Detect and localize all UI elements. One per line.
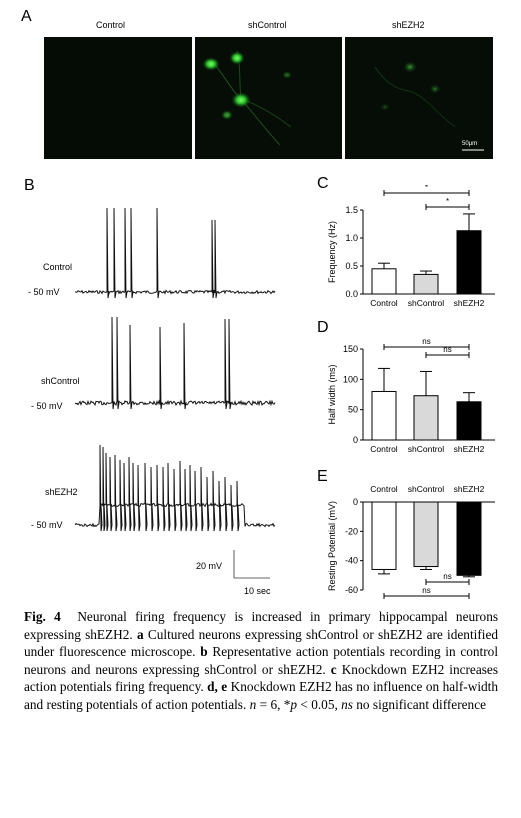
y-tick-label: -40 [345,556,358,566]
caption-fig-label: Fig. 4 [24,609,61,624]
caption-ns-rest: no significant difference [352,696,486,712]
caption-p: p [290,696,298,712]
panel-label-e: E [317,468,328,485]
caption-ns: ns [341,696,353,712]
scale-voltage-label: 20 mV [196,561,223,571]
x-tick-label: Control [370,444,398,454]
y-tick-label: 0 [353,497,358,507]
trace-shcontrol [75,316,276,410]
trace-control [75,207,276,299]
bar-shezh2 [456,401,482,441]
y-tick-label: 50 [348,405,358,415]
trace-voltage-shezh2: - 50 mV [31,520,63,530]
significance-label: ns [443,572,451,581]
y-axis-title: Half width (ms) [327,364,337,424]
panel-label-c: C [317,175,329,192]
y-axis-title: Frequency (Hz) [327,221,337,283]
y-tick-label: 100 [343,374,358,384]
scale-bar-label: 50μm [462,141,478,147]
bar-control [371,501,397,570]
trace-path [75,207,276,299]
y-tick-label: 0.0 [345,289,358,299]
bar-control [371,268,397,295]
y-tick-label: -60 [345,585,358,595]
trace-label-shcontrol: shControl [41,376,80,386]
significance-label: * [425,185,428,192]
micrograph-shcontrol [195,37,342,159]
caption-n: n [249,696,257,712]
chart-frequency: 0.0 0.5 1.0 1.5 Frequency (Hz) Control shContr… [327,185,495,308]
bar-control [371,390,397,441]
caption-text-de: Knockdown EZH2 has no influence on half-… [24,679,499,712]
caption-key-b: b [200,644,208,660]
y-tick-label: 0.5 [345,261,358,271]
micrograph-title-shcontrol: shControl [248,20,287,30]
significance-label: * [446,197,449,206]
y-tick-label: 1.0 [345,233,358,243]
caption-key-a: a [136,626,144,642]
panel-label-b: B [24,177,35,194]
trace-voltage-shcontrol: - 50 mV [31,401,63,411]
micrograph-title-control: Control [96,20,126,30]
panel-label-d: D [317,319,329,336]
caption-text-b: Representative action potentials recordi… [24,644,499,677]
trace-path [75,444,276,532]
panel-label-a: A [21,8,32,25]
micrograph-control [44,37,192,159]
caption-key-c: c [330,661,337,677]
trace-label-control: Control [43,262,73,272]
x-tick-label: Control [370,298,398,308]
bar-shcontrol [413,395,439,441]
caption-text-a: Cultured neurons expressing shControl or… [24,626,499,660]
chart-resting-potential: 0 -20 -40 -60 Resting Potential (mV) Control s… [327,484,495,599]
voltage-traces [75,207,276,579]
x-tick-label: shControl [408,298,444,308]
x-tick-label: shEZH2 [454,444,485,454]
micrograph-shezh2: 50μm [345,37,493,159]
caption-p-rest: < 0.05, [297,696,342,712]
x-tick-label: Control [370,484,398,494]
caption-n-rest: = 6, * [256,696,291,712]
x-tick-label: shControl [408,444,444,454]
x-tick-label: shEZH2 [454,484,485,494]
trace-voltage-control: - 50 mV [28,287,60,297]
bar-shcontrol [413,501,439,568]
y-tick-label: 1.5 [345,205,358,215]
trace-shezh2 [75,444,276,532]
caption-text-c: Knockdown EZH2 increases action potentia… [24,661,498,695]
caption-key-de: d, e [207,679,228,695]
chart-half-width: 0 50 100 150 Half width (ms) Control shControl… [327,337,495,454]
figure-caption: Fig. 4 Neuronal firing frequency is incr… [24,608,498,714]
x-tick-label: shControl [408,484,444,494]
caption-title: Neuronal firing frequency is increased i… [24,609,499,642]
bar-shezh2 [456,230,482,295]
trace-path [75,316,276,410]
significance-label: ns [422,337,430,346]
scale-time-label: 10 sec [244,586,271,596]
bar-shezh2 [456,501,482,576]
micrograph-title-shezh2: shEZH2 [392,20,425,30]
bar-shcontrol [413,273,439,295]
y-axis-title: Resting Potential (mV) [327,501,337,591]
y-tick-label: 0 [353,435,358,445]
y-tick-label: -20 [345,526,358,536]
significance-label: ns [443,345,451,354]
trace-label-shezh2: shEZH2 [45,487,78,497]
significance-label: ns [422,586,430,595]
x-tick-label: shEZH2 [454,298,485,308]
y-tick-label: 150 [343,344,358,354]
